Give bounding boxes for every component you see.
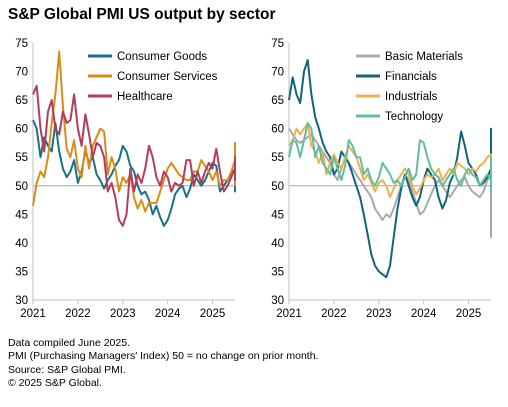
right-y-tick-label: 55: [271, 152, 284, 164]
right-legend-label-industrials: Industrials: [385, 91, 438, 103]
right-y-tick-label: 65: [271, 95, 284, 107]
left-legend-label-consumer-goods: Consumer Goods: [117, 51, 207, 63]
left-x-tick-label: 2021: [20, 308, 46, 320]
right-legend-label-financials: Financials: [385, 71, 437, 83]
right-legend-label-basic-materials: Basic Materials: [385, 51, 463, 63]
left-y-tick-label: 50: [15, 181, 28, 193]
left-x-tick-label: 2022: [65, 308, 91, 320]
right-series-line-technology: [288, 122, 492, 193]
left-y-tick-label: 40: [15, 238, 28, 250]
right-legend-label-technology: Technology: [385, 111, 443, 123]
right-x-tick-label: 2025: [456, 308, 482, 320]
charts-canvas: 30 35 40 45 50 55 60 65 70 75 2021 2022 2023 2024 2025…: [15, 38, 492, 320]
left-y-tick-label: 35: [15, 266, 28, 278]
right-series-line-financials: [288, 59, 492, 279]
left-y-tick-label: 75: [15, 38, 28, 50]
right-x-tick-label: 2023: [366, 308, 392, 320]
footer-line-copyright: © 2025 S&P Global.: [8, 377, 102, 390]
left-x-tick-label: 2023: [110, 308, 136, 320]
footer-line-source: Source: S&P Global PMI.: [8, 363, 126, 376]
chart-title: S&P Global PMI US output by sector: [8, 6, 276, 23]
left-chart-panel: 30 35 40 45 50 55 60 65 70 75 2021 2022 2023 2024 2025…: [15, 38, 236, 320]
left-y-tick-label: 70: [15, 67, 28, 79]
right-y-tick-label: 35: [271, 266, 284, 278]
left-y-tick-label: 65: [15, 95, 28, 107]
right-y-tick-label: 30: [271, 295, 284, 307]
left-legend-label-healthcare: Healthcare: [117, 91, 173, 103]
right-x-tick-label: 2021: [276, 308, 302, 320]
left-legend-label-consumer-services: Consumer Services: [117, 71, 218, 83]
right-y-tick-label: 75: [271, 38, 284, 50]
right-x-tick-label: 2024: [411, 308, 437, 320]
right-y-tick-label: 45: [271, 209, 284, 221]
right-y-tick-label: 60: [271, 124, 284, 136]
right-y-tick-label: 70: [271, 67, 284, 79]
left-series-line-consumer-services: [32, 50, 236, 213]
right-x-tick-label: 2022: [321, 308, 347, 320]
footer-notes: Data compiled June 2025. PMI (Purchasing…: [8, 337, 318, 391]
left-x-tick-label: 2025: [200, 308, 226, 320]
left-y-tick-label: 55: [15, 152, 28, 164]
left-x-tick-label: 2024: [155, 308, 181, 320]
left-y-tick-label: 60: [15, 124, 28, 136]
right-y-tick-label: 40: [271, 238, 284, 250]
left-y-tick-label: 30: [15, 295, 28, 307]
right-y-tick-label: 50: [271, 181, 284, 193]
left-y-tick-label: 45: [15, 209, 28, 221]
left-series-line-healthcare: [32, 84, 236, 227]
footer-line-data-compiled: Data compiled June 2025.: [8, 337, 130, 349]
footer-line-pmi-definition: PMI (Purchasing Managers' Index) 50 = no…: [8, 350, 319, 363]
right-chart-panel: 30 35 40 45 50 55 60 65 70 75 2021 2022 2023 2024 2025…: [271, 38, 492, 320]
